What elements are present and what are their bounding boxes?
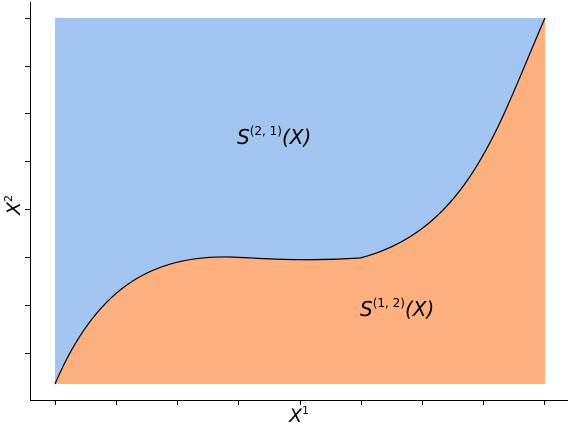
y-axis-label: X2 (2, 195, 25, 216)
boundary-curve (54, 17, 546, 385)
x-axis-label: X1 (288, 404, 309, 424)
upper-region (55, 18, 545, 384)
lower-region-label: S(1, 2)(X) (360, 296, 434, 321)
lower-region (55, 18, 545, 384)
x-axis-ticks (55, 400, 545, 405)
upper-region-label: S(2, 1)(X) (237, 124, 311, 149)
y-axis-ticks (25, 18, 30, 354)
